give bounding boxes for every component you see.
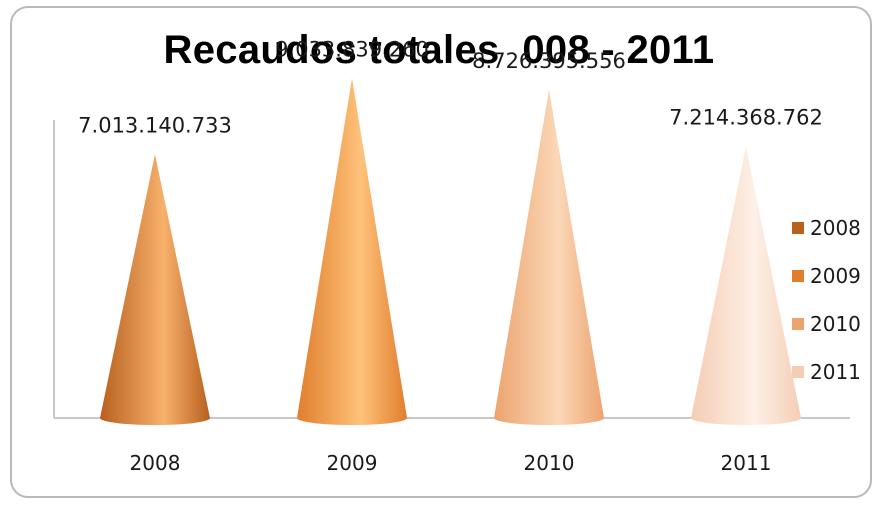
legend-label-2008: 2008 — [810, 216, 861, 240]
legend-swatch-2011 — [792, 366, 804, 378]
legend-label-2011: 2011 — [810, 360, 861, 384]
cone-bar-2010 — [494, 89, 604, 426]
data-label-2009: 9.033.839.260 — [275, 37, 429, 61]
x-tick-label-2008: 2008 — [130, 451, 181, 475]
data-label-2011: 7.214.368.762 — [669, 106, 823, 130]
data-label-2008: 7.013.140.733 — [78, 113, 232, 137]
legend: 2008 2009 2010 2011 — [792, 216, 861, 384]
legend-label-2009: 2009 — [810, 264, 861, 288]
chart-marks: 7.013.140.733 2008 9.033.839.260 2009 8.726.… — [78, 37, 823, 475]
chart-title: Recaudos totales 008 - 2011 — [163, 28, 715, 72]
legend-label-2010: 2010 — [810, 312, 861, 336]
cone-bar-2009 — [297, 78, 407, 426]
cone-bar-2008 — [100, 154, 210, 425]
x-tick-label-2010: 2010 — [524, 451, 575, 475]
legend-swatch-2009 — [792, 270, 804, 282]
cone-bar-2011 — [691, 146, 801, 425]
x-tick-label-2011: 2011 — [721, 451, 772, 475]
legend-swatch-2008 — [792, 222, 804, 234]
legend-swatch-2010 — [792, 318, 804, 330]
x-tick-label-2009: 2009 — [327, 451, 378, 475]
data-label-2010: 8.726.395.556 — [472, 49, 626, 73]
